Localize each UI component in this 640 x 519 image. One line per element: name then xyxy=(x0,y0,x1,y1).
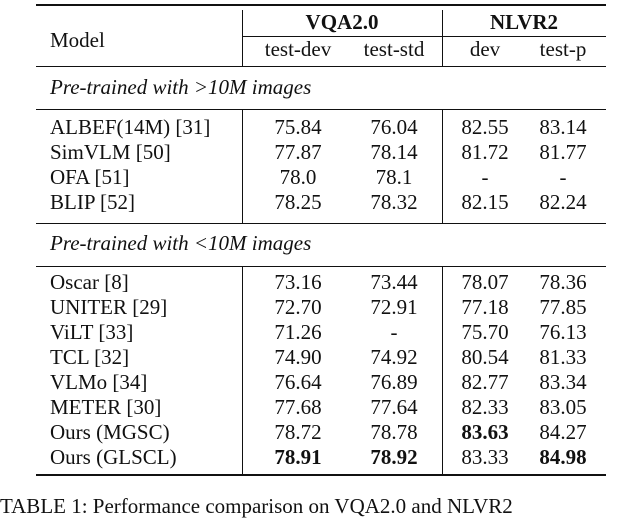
model-name: ViLT [33] xyxy=(50,320,134,344)
vqa-test-std-value-best: 78.92 xyxy=(370,445,418,469)
nlvr-test-p-value: - xyxy=(559,165,567,189)
vqa-test-std-value: 78.1 xyxy=(375,165,413,189)
nlvr-test-p-value-best: 84.98 xyxy=(539,445,587,469)
section-2-rule xyxy=(36,266,606,267)
section-1-rule xyxy=(36,109,606,110)
vqa-test-std-value: 78.78 xyxy=(370,420,418,444)
nlvr-test-p-value: 83.34 xyxy=(539,370,587,394)
top-rule xyxy=(36,4,606,6)
vertical-separator-header-2 xyxy=(442,10,443,66)
section-title-small: Pre-trained with <10M images xyxy=(50,231,312,255)
vqa-test-dev-value: 74.90 xyxy=(274,345,322,369)
nlvr-dev-value: 82.15 xyxy=(461,190,509,214)
header-nlvr-test-p: test-p xyxy=(539,37,587,61)
vqa-test-dev-value: 78.25 xyxy=(274,190,322,214)
vertical-separator-section-2b xyxy=(442,267,443,474)
section-1-bottom-rule xyxy=(36,223,606,224)
header-nlvr-group: NLVR2 xyxy=(489,10,559,34)
header-vqa-test-dev: test-dev xyxy=(264,37,332,61)
header-model: Model xyxy=(50,28,105,52)
nlvr-dev-value: 81.72 xyxy=(461,140,509,164)
model-name: Ours (GLSCL) xyxy=(50,445,177,469)
vertical-separator-header-1 xyxy=(242,10,243,66)
nlvr-test-p-value: 83.14 xyxy=(539,115,587,139)
model-name: OFA [51] xyxy=(50,165,130,189)
model-name: VLMo [34] xyxy=(50,370,148,394)
nlvr-test-p-value: 78.36 xyxy=(539,270,587,294)
vertical-separator-section-2a xyxy=(242,267,243,474)
nlvr-subheader-rule xyxy=(442,36,606,37)
model-name: ALBEF(14M) [31] xyxy=(50,115,211,139)
section-title-large: Pre-trained with >10M images xyxy=(50,75,312,99)
nlvr-dev-value: 83.33 xyxy=(461,445,509,469)
nlvr-dev-value: 77.18 xyxy=(461,295,509,319)
vqa-test-std-value: - xyxy=(390,320,398,344)
vqa-test-dev-value: 75.84 xyxy=(274,115,322,139)
vqa-test-std-value: 77.64 xyxy=(370,395,418,419)
model-name: SimVLM [50] xyxy=(50,140,171,164)
model-name: TCL [32] xyxy=(50,345,130,369)
vqa-test-dev-value-best: 78.91 xyxy=(274,445,322,469)
nlvr-test-p-value: 81.77 xyxy=(539,140,587,164)
model-name: Ours (MGSC) xyxy=(50,420,170,444)
nlvr-test-p-value: 81.33 xyxy=(539,345,587,369)
vqa-test-dev-value: 72.70 xyxy=(274,295,322,319)
vqa-test-dev-value: 78.72 xyxy=(274,420,322,444)
vqa-test-dev-value: 78.0 xyxy=(279,165,317,189)
vqa-test-std-value: 72.91 xyxy=(370,295,418,319)
vqa-test-std-value: 73.44 xyxy=(370,270,418,294)
header-bottom-rule xyxy=(36,66,606,67)
vqa-test-std-value: 74.92 xyxy=(370,345,418,369)
vqa-test-std-value: 76.89 xyxy=(370,370,418,394)
nlvr-test-p-value: 77.85 xyxy=(539,295,587,319)
model-name: Oscar [8] xyxy=(50,270,129,294)
model-name: BLIP [52] xyxy=(50,190,135,214)
nlvr-test-p-value: 76.13 xyxy=(539,320,587,344)
nlvr-dev-value: 82.55 xyxy=(461,115,509,139)
nlvr-test-p-value: 83.05 xyxy=(539,395,587,419)
nlvr-dev-value: 82.77 xyxy=(461,370,509,394)
vqa-test-dev-value: 76.64 xyxy=(274,370,322,394)
nlvr-test-p-value: 84.27 xyxy=(539,420,587,444)
nlvr-dev-value: - xyxy=(481,165,489,189)
vqa-subheader-rule xyxy=(242,36,442,37)
bottom-rule xyxy=(36,474,606,476)
nlvr-dev-value: 75.70 xyxy=(461,320,509,344)
vqa-test-std-value: 78.32 xyxy=(370,190,418,214)
model-name: UNITER [29] xyxy=(50,295,168,319)
vqa-test-dev-value: 71.26 xyxy=(274,320,322,344)
nlvr-dev-value: 78.07 xyxy=(461,270,509,294)
vqa-test-std-value: 76.04 xyxy=(370,115,418,139)
vertical-separator-section-1b xyxy=(442,110,443,223)
vertical-separator-section-1a xyxy=(242,110,243,223)
model-name: METER [30] xyxy=(50,395,162,419)
nlvr-dev-value: 80.54 xyxy=(461,345,509,369)
nlvr-dev-value-best: 83.63 xyxy=(461,420,509,444)
nlvr-dev-value: 82.33 xyxy=(461,395,509,419)
header-vqa-test-std: test-std xyxy=(363,37,425,61)
vqa-test-std-value: 78.14 xyxy=(370,140,418,164)
vqa-test-dev-value: 73.16 xyxy=(274,270,322,294)
nlvr-test-p-value: 82.24 xyxy=(539,190,587,214)
table-caption: TABLE 1: Performance comparison on VQA2.… xyxy=(0,494,513,518)
vqa-test-dev-value: 77.68 xyxy=(274,395,322,419)
header-vqa-group: VQA2.0 xyxy=(305,10,379,34)
vqa-test-dev-value: 77.87 xyxy=(274,140,322,164)
header-nlvr-dev: dev xyxy=(469,37,501,61)
